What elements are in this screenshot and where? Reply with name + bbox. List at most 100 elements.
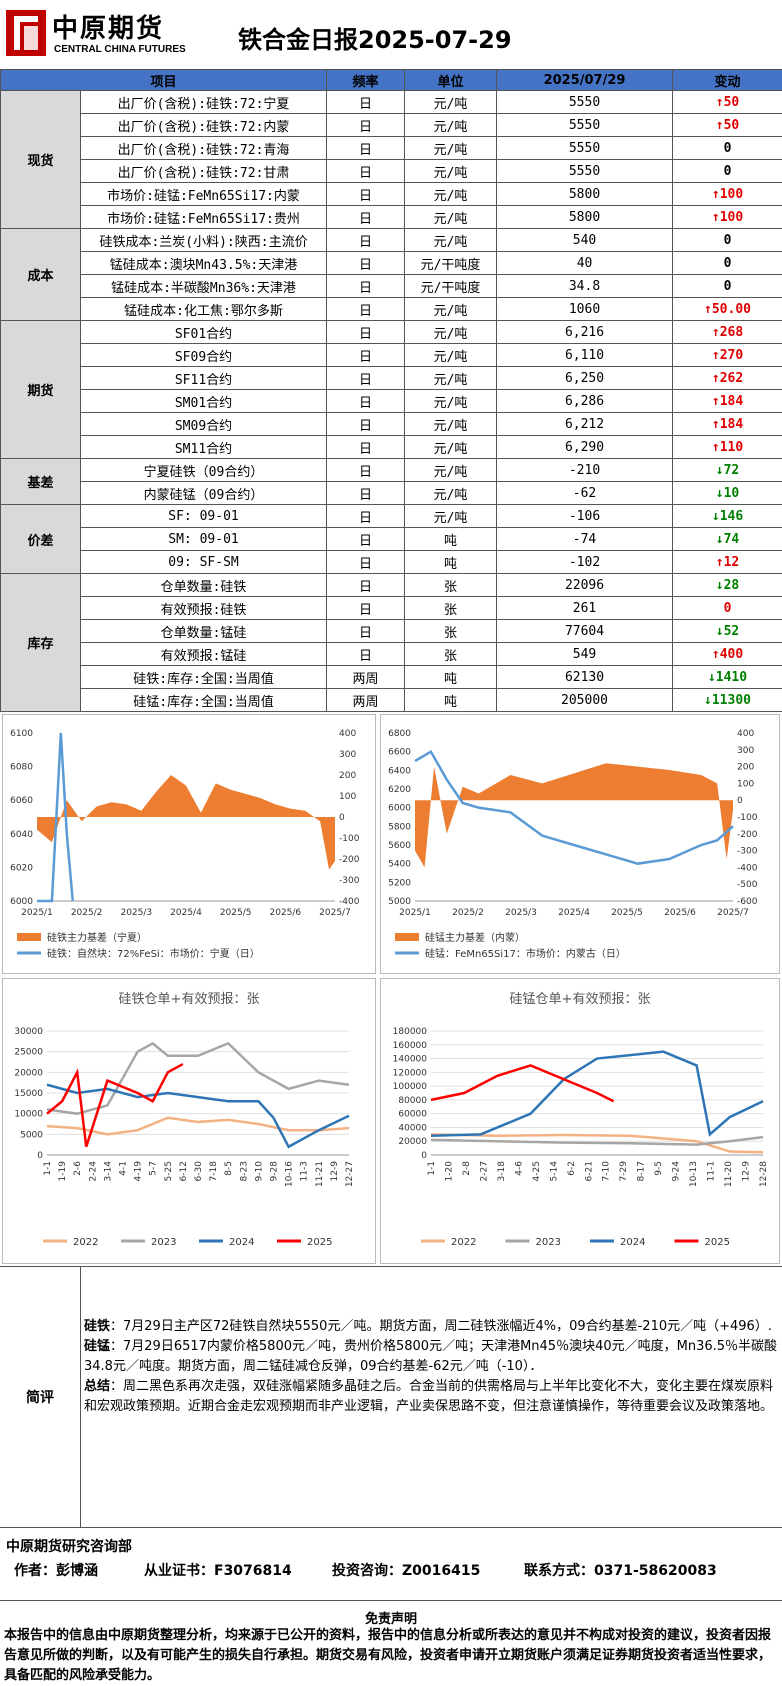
change-value: 0	[724, 279, 732, 294]
consult-number: 投资咨询：Z0016415	[332, 1560, 480, 1580]
value-cell: 1060	[497, 298, 673, 321]
col-header-change: 变动	[673, 70, 782, 91]
y-tick-label: 6040	[10, 830, 33, 840]
page-title: 铁合金日报2025-07-29	[238, 20, 512, 55]
y-tick-label: 6100	[10, 729, 33, 739]
company-logo-icon	[6, 10, 46, 56]
commentary-sf: 硅铁：7月29日主产区72硅铁自然块5550元／吨。期货方面，周二硅铁涨幅近4%…	[84, 1317, 778, 1337]
item-cell: SF: 09-01	[81, 505, 327, 528]
item-cell: SM11合约	[81, 436, 327, 459]
disclaimer-text: 本报告中的信息由中原期货整理分析，均来源于已公开的资料，报告中的信息分析或所表达…	[4, 1626, 778, 1686]
unit-cell: 张	[405, 643, 497, 666]
arrow-down-icon: ↓	[716, 624, 724, 639]
freq-cell: 日	[327, 643, 405, 666]
arrow-up-icon: ↑	[712, 187, 720, 202]
y-tick-label: 6080	[10, 763, 33, 773]
x-tick-label: 2-24	[88, 1161, 98, 1182]
y-tick-label: 5400	[388, 860, 411, 870]
unit-cell: 张	[405, 597, 497, 620]
x-tick-label: 1-1	[43, 1161, 53, 1176]
freq-cell: 日	[327, 183, 405, 206]
arrow-up-icon: ↑	[712, 417, 720, 432]
x-tick-label: 2-27	[479, 1161, 489, 1181]
series-line-2	[47, 1085, 349, 1147]
value-cell: 5550	[497, 160, 673, 183]
legend-label: 2025	[307, 1237, 332, 1248]
y2-tick-label: 0	[339, 813, 345, 823]
item-cell: 锰硅成本:半碳酸Mn36%:天津港	[81, 275, 327, 298]
y2-tick-label: 400	[737, 729, 754, 739]
col-header-freq: 频率	[327, 70, 405, 91]
unit-cell: 吨	[405, 666, 497, 689]
item-cell: 有效预报:锰硅	[81, 643, 327, 666]
value-cell: 77604	[497, 620, 673, 643]
x-tick-label: 12-28	[759, 1161, 769, 1187]
item-cell: 硅锰:库存:全国:当周值	[81, 689, 327, 712]
data-table: 项目 频率 单位 2025/07/29 变动 现货出厂价(含税):硅铁:72:宁…	[0, 69, 782, 712]
item-cell: 硅铁:库存:全国:当周值	[81, 666, 327, 689]
y2-tick-label: -400	[737, 863, 758, 873]
commentary-sm: 硅锰：7月29日6517内蒙价格5800元／吨，贵州价格5800元／吨；天津港M…	[84, 1337, 778, 1377]
commentary-sm-body: ：7月29日6517内蒙价格5800元／吨，贵州价格5800元／吨；天津港Mn4…	[84, 1339, 777, 1374]
change-value: 0	[724, 256, 732, 271]
y-tick-label: 180000	[393, 1027, 428, 1037]
freq-cell: 日	[327, 459, 405, 482]
y2-tick-label: -600	[737, 897, 758, 907]
x-tick-label: 8-23	[239, 1161, 249, 1181]
category-cell: 库存	[1, 574, 81, 712]
freq-cell: 两周	[327, 689, 405, 712]
change-value: 262	[720, 371, 743, 386]
value-cell: 62130	[497, 666, 673, 689]
unit-cell: 元/吨	[405, 321, 497, 344]
x-tick-label: 11-3	[300, 1161, 310, 1181]
change-cell: ↑100	[673, 183, 782, 206]
value-cell: 22096	[497, 574, 673, 597]
x-tick-label: 6-2	[567, 1161, 577, 1176]
y-tick-label: 100000	[393, 1082, 428, 1092]
x-tick-label: 3-18	[497, 1161, 507, 1182]
series-line-3	[431, 1065, 614, 1101]
value-cell: 6,290	[497, 436, 673, 459]
value-cell: 540	[497, 229, 673, 252]
y2-tick-label: -100	[737, 813, 758, 823]
change-cell: ↓1410	[673, 666, 782, 689]
arrow-down-icon: ↓	[716, 532, 724, 547]
unit-cell: 元/吨	[405, 206, 497, 229]
value-cell: 6,286	[497, 390, 673, 413]
change-value: 270	[720, 348, 743, 363]
change-cell: 0	[673, 597, 782, 620]
item-cell: 仓单数量:硅铁	[81, 574, 327, 597]
freq-cell: 日	[327, 137, 405, 160]
commentary-conclusion-head: 总结	[84, 1379, 110, 1394]
change-value: 400	[720, 647, 743, 662]
y-tick-label: 80000	[398, 1096, 427, 1106]
change-cell: ↓11300	[673, 689, 782, 712]
legend-label: 硅锰：FeMn65Si17：市场价：内蒙古（日）	[425, 947, 626, 960]
freq-cell: 日	[327, 528, 405, 551]
commentary-conclusion: 总结：周二黑色系再次走强，双硅涨幅紧随多晶硅之后。合金当前的供需格局与上半年比变…	[84, 1377, 778, 1417]
freq-cell: 日	[327, 321, 405, 344]
unit-cell: 元/吨	[405, 482, 497, 505]
chart-title: 硅锰仓单+有效预报：张	[510, 992, 651, 1007]
arrow-down-icon: ↓	[712, 509, 720, 524]
x-tick-label: 11-20	[724, 1161, 734, 1187]
legend-label: 2023	[536, 1237, 561, 1248]
x-tick-label: 9-10	[254, 1161, 264, 1182]
arrow-down-icon: ↓	[716, 486, 724, 501]
freq-cell: 日	[327, 114, 405, 137]
unit-cell: 张	[405, 620, 497, 643]
x-tick-label: 12-27	[345, 1161, 355, 1187]
y2-tick-label: -300	[737, 847, 758, 857]
change-value: 184	[720, 417, 743, 432]
change-cell: ↓52	[673, 620, 782, 643]
change-cell: ↓74	[673, 528, 782, 551]
